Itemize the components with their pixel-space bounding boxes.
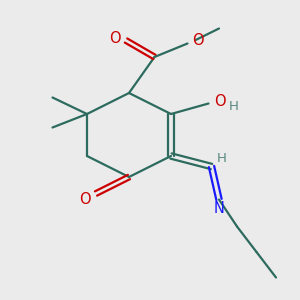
Text: O: O <box>79 192 90 207</box>
Text: N: N <box>214 201 224 216</box>
Text: O: O <box>109 31 120 46</box>
Text: O: O <box>192 33 204 48</box>
Text: H: H <box>229 100 238 113</box>
Text: H: H <box>217 152 226 165</box>
Text: O: O <box>214 94 225 109</box>
